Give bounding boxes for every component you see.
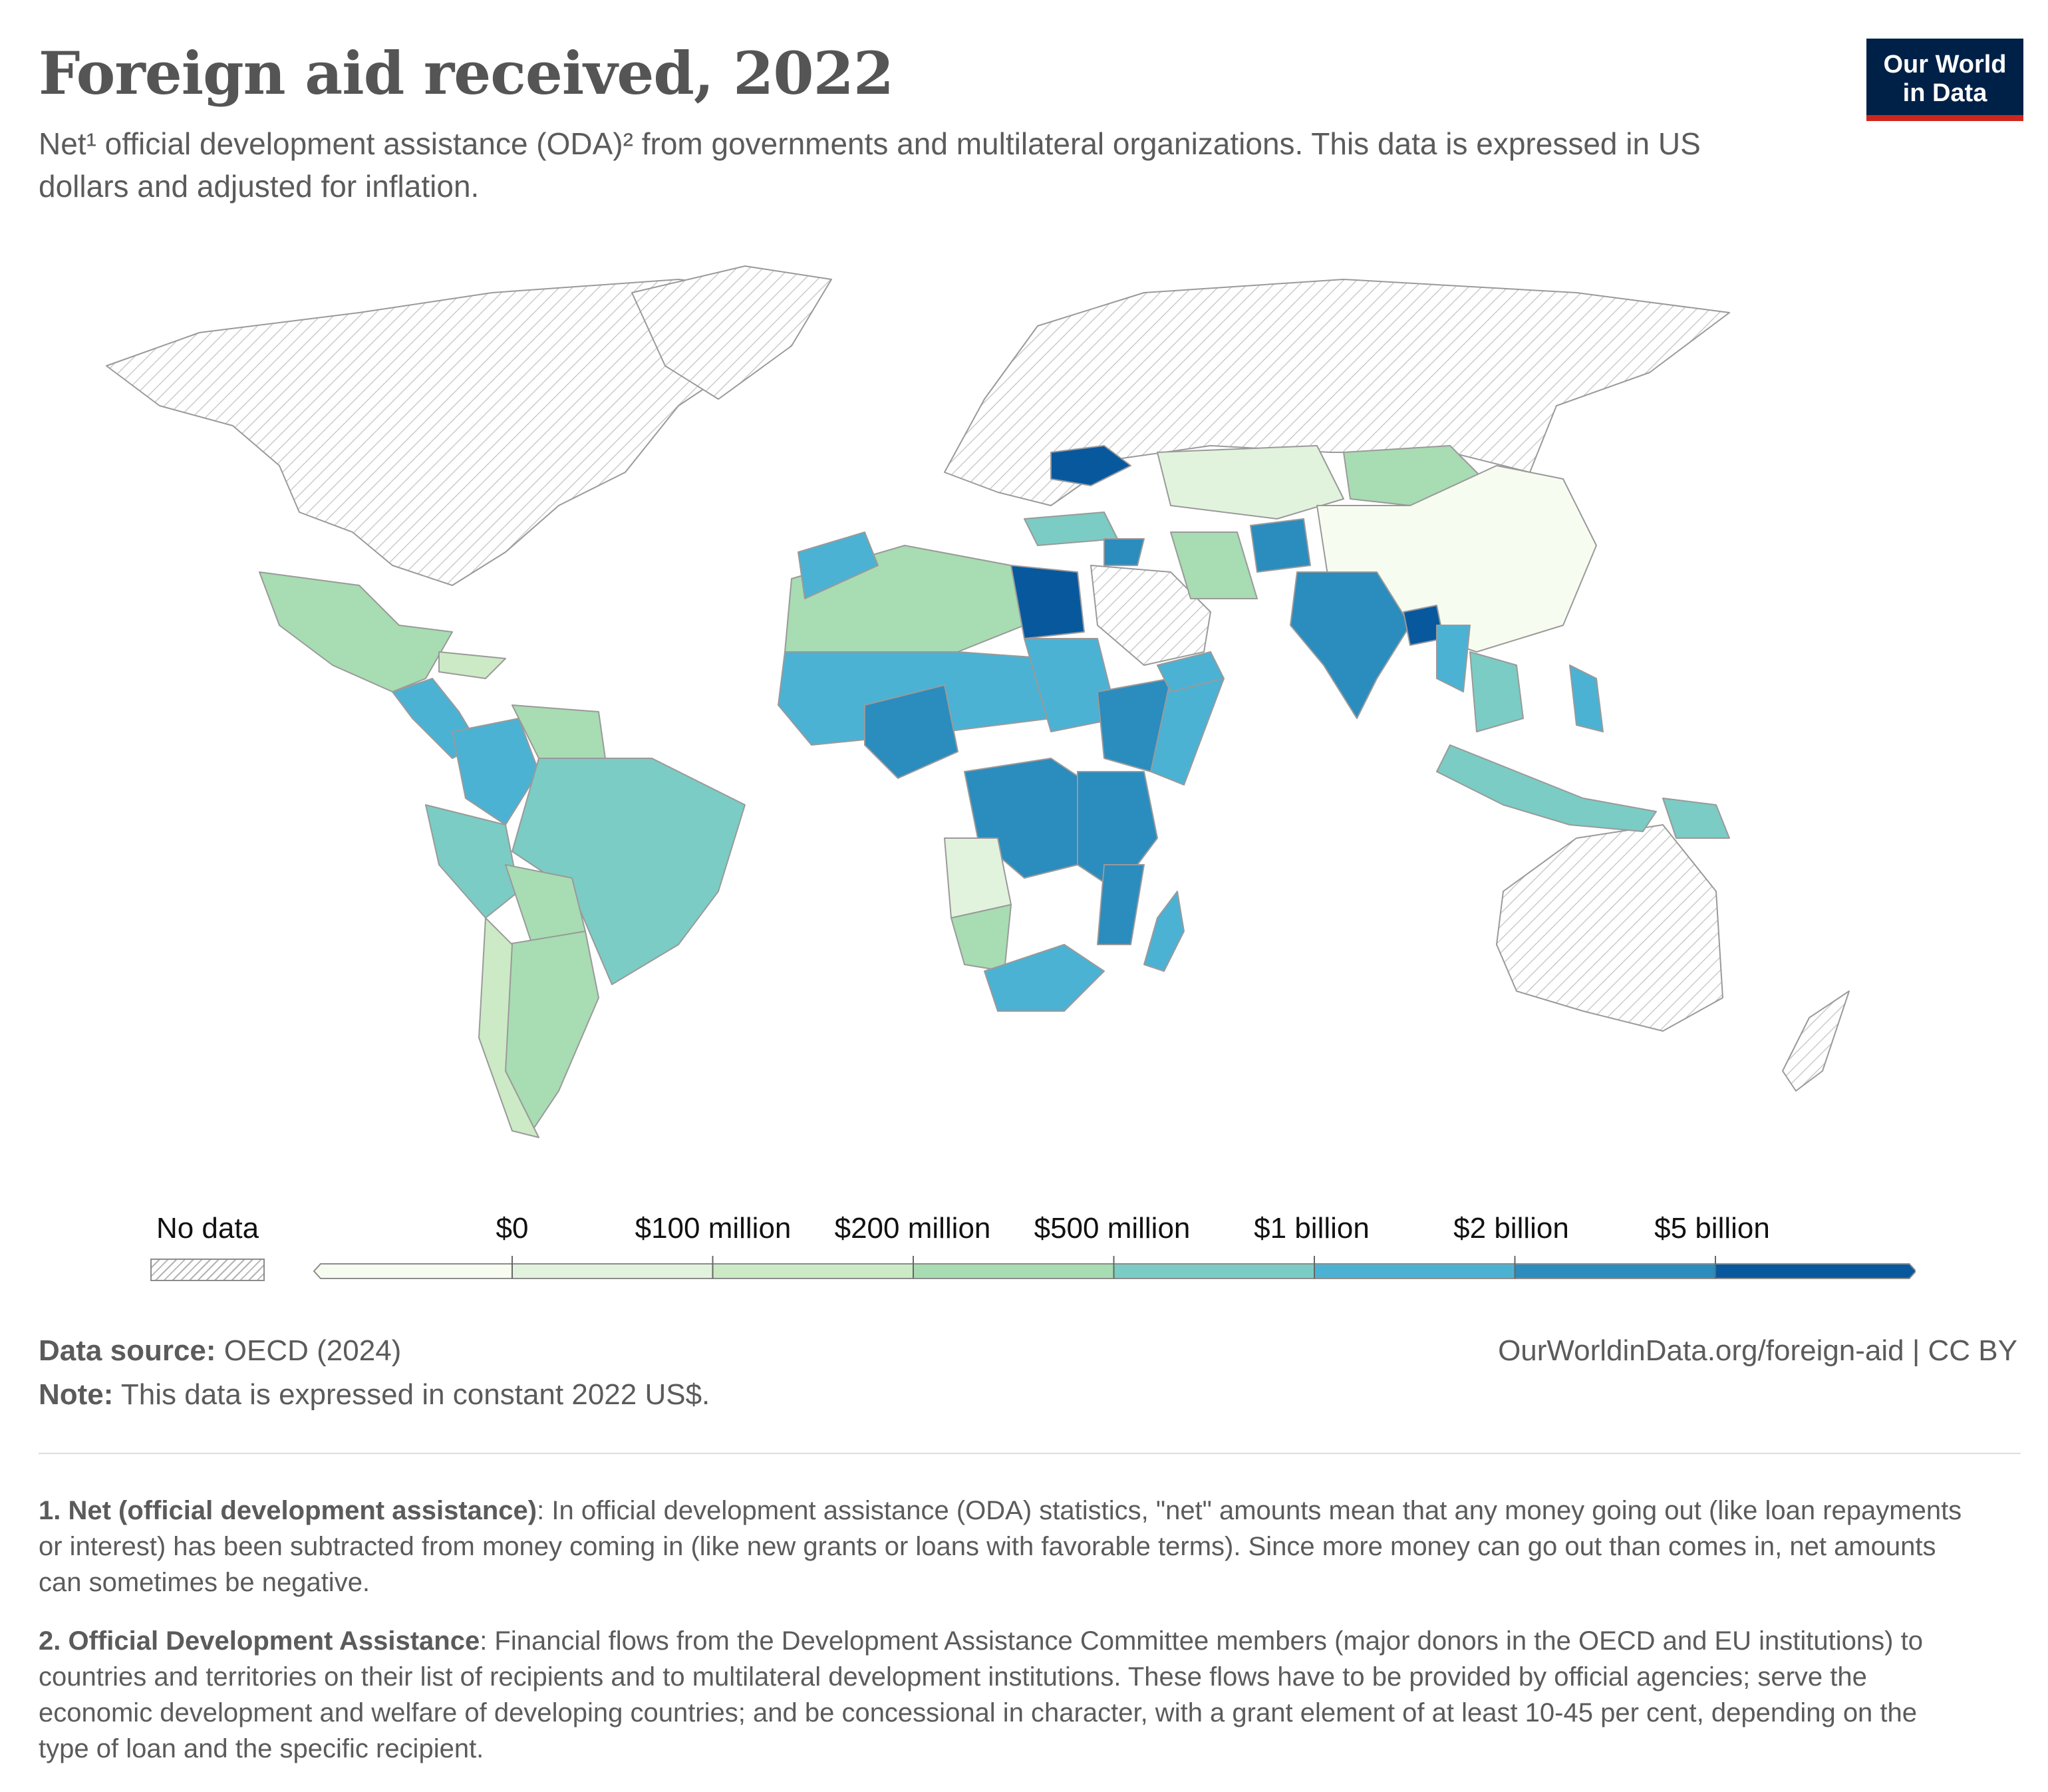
country-madagascar [1143, 891, 1185, 972]
country-peru [425, 804, 519, 919]
region-greenland-no-data [631, 265, 832, 400]
footer-divider [39, 1453, 2021, 1454]
country-egypt [1010, 565, 1085, 639]
footnote-2-label: 2. Official Development Assistance [39, 1626, 480, 1656]
legend-bin [512, 1263, 714, 1279]
legend-tick-label: $1 billion [1254, 1212, 1370, 1245]
legend-tick-label: $500 million [1034, 1212, 1191, 1245]
country-mexico [259, 571, 453, 692]
country-mainland-southeast-asia [1469, 651, 1524, 732]
data-source: Data source: OECD (2024) [39, 1334, 401, 1368]
country-brazil [512, 758, 746, 985]
source-label: Data source: [39, 1334, 216, 1367]
legend-tick-label: $0 [496, 1212, 529, 1245]
source-text: OECD (2024) [223, 1334, 402, 1367]
country-caribbean [438, 651, 506, 679]
country-papua-new-guinea [1662, 798, 1730, 839]
legend-no-data-label: No data [156, 1212, 259, 1245]
owid-logo[interactable]: Our World in Data [1866, 39, 2023, 121]
footnote-2: 2. Official Development Assistance: Fina… [39, 1623, 1968, 1767]
footnote-1-label: 1. Net (official development assistance) [39, 1496, 537, 1525]
legend-bin [712, 1263, 914, 1279]
region-north-america-no-data [106, 279, 786, 586]
country-nigeria [864, 684, 958, 779]
country-yemen [1157, 651, 1225, 692]
legend-bin [1514, 1263, 1716, 1279]
logo-line-1: Our World [1883, 51, 2007, 78]
region-gulf-no-data [1090, 565, 1211, 666]
source-url-link[interactable]: OurWorldinData.org/foreign-aid | CC BY [1498, 1334, 2017, 1367]
logo-accent-bar [1866, 115, 2023, 121]
country-ukraine [1050, 445, 1131, 486]
chart-title: Foreign aid received, 2022 [39, 39, 894, 108]
country-south-africa [984, 944, 1105, 1012]
country-afghanistan [1250, 518, 1311, 573]
country-chile [478, 917, 539, 1138]
data-note: Note: This data is expressed in constant… [39, 1378, 710, 1412]
legend-no-data-swatch [150, 1259, 265, 1281]
logo-line-2: in Data [1902, 79, 1987, 107]
legend-color-scale [313, 1256, 1916, 1279]
legend-bin [1113, 1263, 1315, 1279]
legend-bin [913, 1263, 1115, 1279]
region-new-zealand-no-data [1782, 990, 1850, 1092]
legend-tick-label: $100 million [635, 1212, 792, 1245]
chart-subtitle: Net¹ official development assistance (OD… [39, 126, 1701, 204]
legend-bin-below-zero [313, 1263, 513, 1279]
country-morocco [798, 531, 879, 599]
note-text: This data is expressed in constant 2022 … [120, 1378, 710, 1411]
country-philippines [1569, 665, 1604, 732]
country-syria [1103, 538, 1145, 566]
country-india [1290, 571, 1411, 719]
country-indonesia [1436, 744, 1657, 832]
footnote-1: 1. Net (official development assistance)… [39, 1493, 1968, 1600]
region-australia-no-data [1496, 824, 1723, 1032]
footnote-1-text: : In official development assistance (OD… [39, 1496, 1962, 1597]
country-colombia [452, 718, 539, 825]
world-map [106, 265, 1850, 1138]
country-kazakhstan [1157, 445, 1344, 520]
country-mozambique [1097, 864, 1145, 945]
note-label: Note: [39, 1378, 114, 1411]
legend-tick-label: $5 billion [1654, 1212, 1770, 1245]
legend-tick-label: $2 billion [1453, 1212, 1569, 1245]
legend-tick-label: $200 million [834, 1212, 991, 1245]
footnote-2-text: : Financial flows from the Development A… [39, 1626, 1923, 1763]
country-myanmar [1436, 625, 1471, 692]
legend-bin [1314, 1263, 1516, 1279]
legend-bin [1715, 1263, 1916, 1279]
country-iran [1170, 531, 1258, 599]
